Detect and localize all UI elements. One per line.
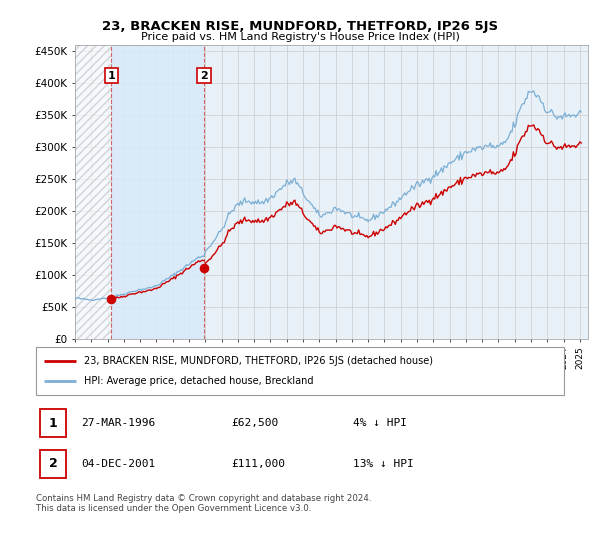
Text: 2: 2 [49,458,57,470]
Text: 2: 2 [200,71,208,81]
Bar [75,45,112,339]
Text: 23, BRACKEN RISE, MUNDFORD, THETFORD, IP26 5JS (detached house): 23, BRACKEN RISE, MUNDFORD, THETFORD, IP… [83,356,433,366]
Point [107,295,116,304]
Text: 13% ↓ HPI: 13% ↓ HPI [353,459,413,469]
Bar [40,409,65,437]
Text: Contains HM Land Registry data © Crown copyright and database right 2024.
This d: Contains HM Land Registry data © Crown c… [36,494,371,514]
Bar [112,45,204,339]
Point [199,263,209,272]
Text: £111,000: £111,000 [232,459,286,469]
Text: 23, BRACKEN RISE, MUNDFORD, THETFORD, IP26 5JS: 23, BRACKEN RISE, MUNDFORD, THETFORD, IP… [102,20,498,32]
Text: 1: 1 [107,71,115,81]
Text: 04-DEC-2001: 04-DEC-2001 [81,459,155,469]
Text: £62,500: £62,500 [232,418,278,428]
Text: 4% ↓ HPI: 4% ↓ HPI [353,418,407,428]
Text: HPI: Average price, detached house, Breckland: HPI: Average price, detached house, Brec… [83,376,313,386]
Text: 27-MAR-1996: 27-MAR-1996 [81,418,155,428]
Bar [40,450,65,478]
Text: Price paid vs. HM Land Registry's House Price Index (HPI): Price paid vs. HM Land Registry's House … [140,32,460,42]
Bar [204,45,588,339]
Text: 1: 1 [49,417,57,430]
